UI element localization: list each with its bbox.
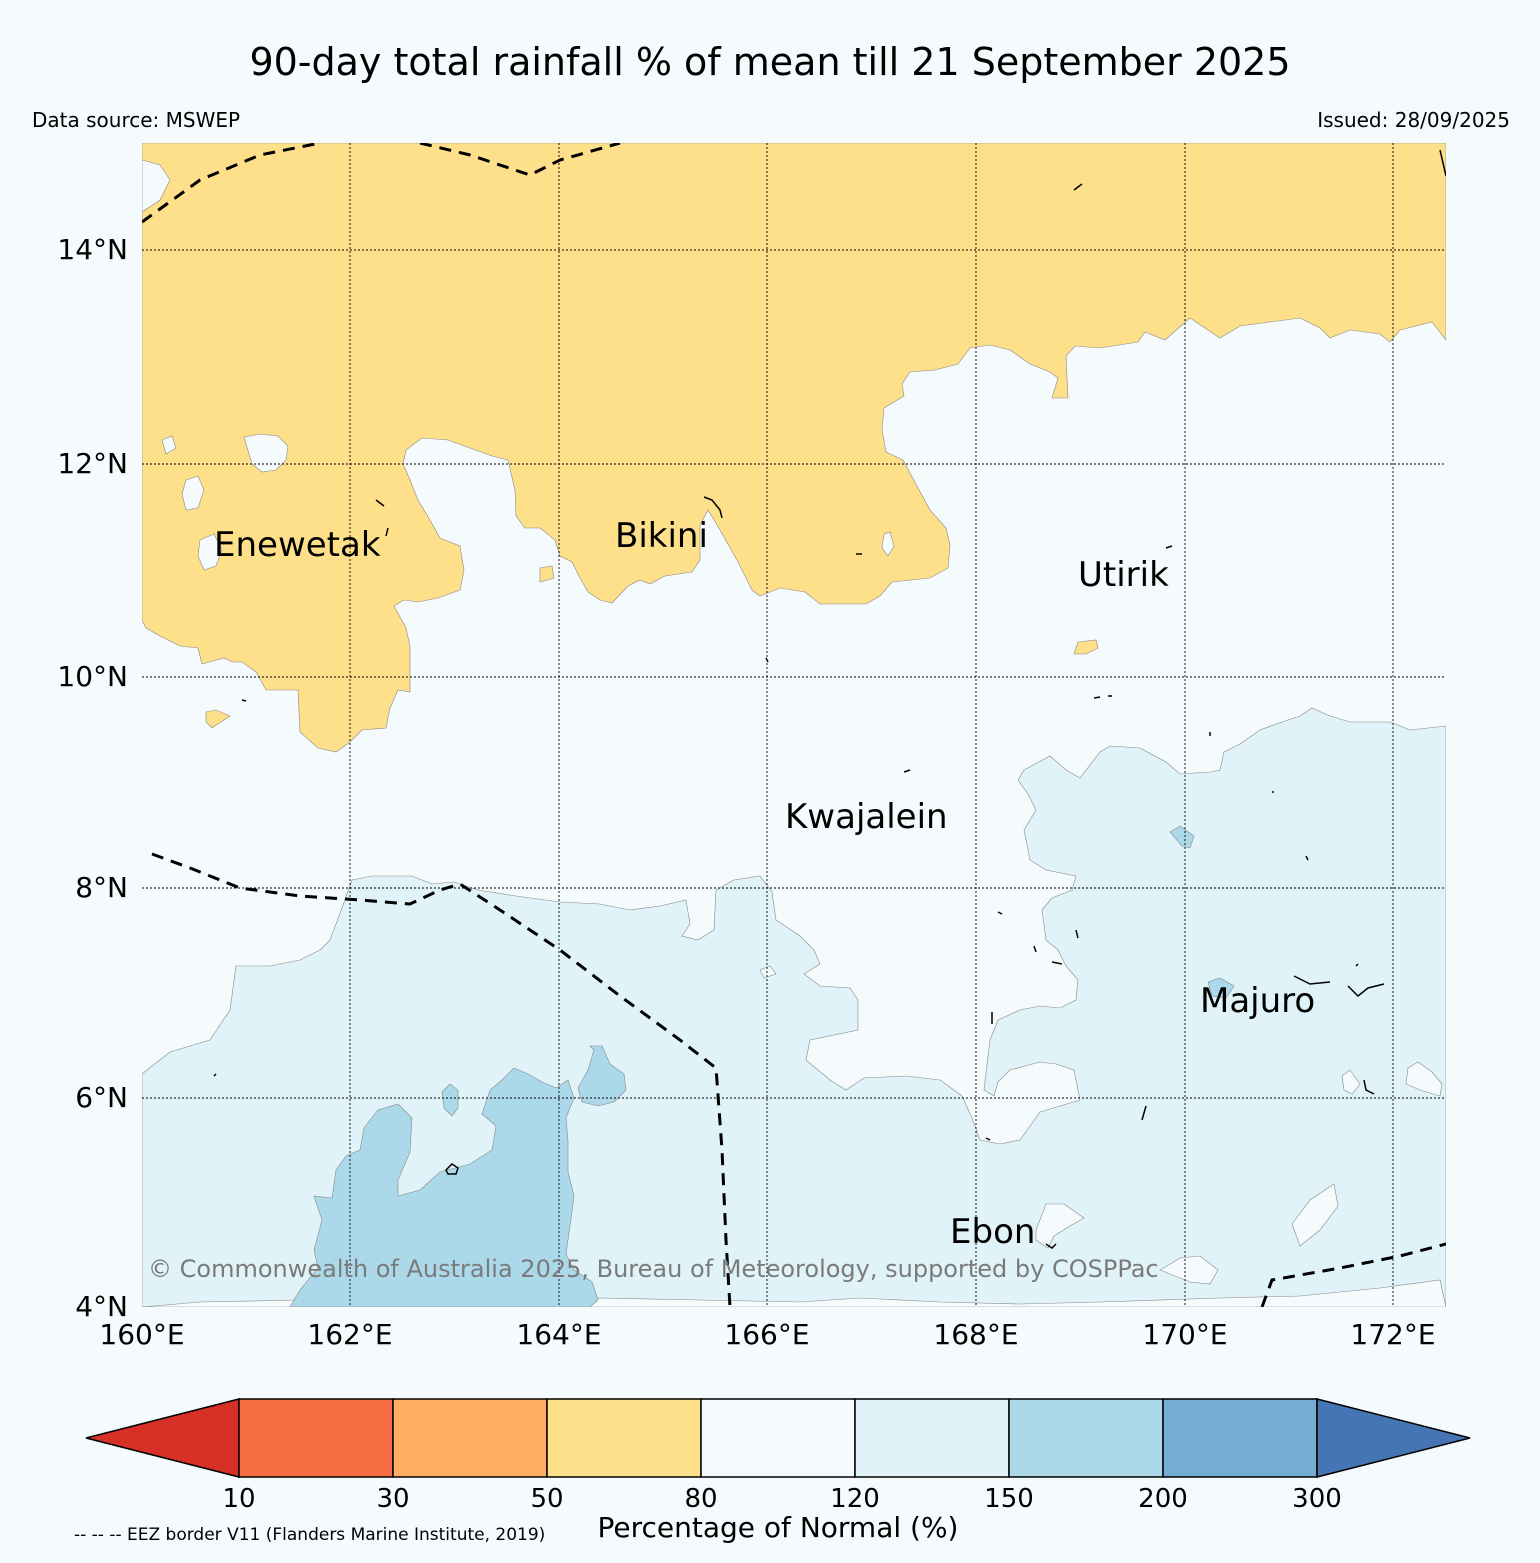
place-label-enewetak: Enewetak <box>214 525 381 565</box>
very-wet-region <box>1207 977 1235 999</box>
colorbar-tick: 10 <box>222 1484 255 1514</box>
very-wet-region <box>289 1067 599 1307</box>
colorbar-tick: 300 <box>1292 1484 1342 1514</box>
lat-label: 4°N <box>75 1290 128 1323</box>
lon-label: 164°E <box>516 1318 601 1351</box>
lat-label: 8°N <box>75 871 128 904</box>
colorbar-segment <box>700 1398 856 1478</box>
map-area: Enewetak Bikini Utirik Kwajalein Majuro … <box>142 143 1446 1307</box>
colorbar-tick: 150 <box>984 1484 1034 1514</box>
place-label-kwajalein: Kwajalein <box>785 797 948 837</box>
normal-patch <box>1405 1061 1443 1097</box>
colorbar-segment <box>85 1398 240 1478</box>
normal-patch <box>1341 1069 1361 1095</box>
map-title: 90-day total rainfall % of mean till 21 … <box>249 40 1291 84</box>
colorbar-segment <box>392 1398 548 1478</box>
colorbar-tick: 80 <box>684 1484 717 1514</box>
colorbar-segment <box>546 1398 702 1478</box>
normal-patch <box>881 531 895 557</box>
place-label-bikini: Bikini <box>615 516 708 556</box>
colorbar-tick: 120 <box>830 1484 880 1514</box>
very-wet-region <box>441 1083 459 1117</box>
dry-region <box>142 143 1446 753</box>
gridlines <box>142 143 1446 1307</box>
colorbar-segment <box>238 1398 394 1478</box>
copyright-notice: © Commonwealth of Australia 2025, Bureau… <box>148 1255 1159 1283</box>
dry-patch <box>1073 639 1099 655</box>
lon-label: 172°E <box>1350 1318 1435 1351</box>
eez-borders <box>142 143 1446 1307</box>
lat-label: 10°N <box>57 660 128 693</box>
normal-patch <box>197 533 223 571</box>
normal-patch <box>1291 1183 1339 1247</box>
colorbar-tick: 200 <box>1138 1484 1188 1514</box>
lon-label: 162°E <box>307 1318 392 1351</box>
wet-region-south <box>142 707 1446 1307</box>
very-wet-region <box>1169 825 1195 849</box>
colorbar-segment <box>1008 1398 1164 1478</box>
normal-patch <box>243 433 289 473</box>
data-source-label: Data source: MSWEP <box>32 108 241 132</box>
place-label-majuro: Majuro <box>1200 981 1315 1021</box>
issued-date-label: Issued: 28/09/2025 <box>1317 108 1510 132</box>
dry-patch <box>539 565 555 583</box>
lat-label: 12°N <box>57 447 128 480</box>
normal-patch <box>1035 1203 1085 1249</box>
colorbar-title: Percentage of Normal (%) <box>598 1511 959 1544</box>
lon-label: 160°E <box>99 1318 184 1351</box>
place-label-ebon: Ebon <box>950 1212 1035 1252</box>
colorbar <box>85 1398 1471 1478</box>
colorbar-tick: 50 <box>530 1484 563 1514</box>
colorbar-tick: 30 <box>376 1484 409 1514</box>
very-wet-region <box>577 1045 627 1107</box>
normal-patch <box>142 159 171 213</box>
lon-label: 168°E <box>933 1318 1018 1351</box>
colorbar-segment <box>1162 1398 1318 1478</box>
colorbar-segment <box>1316 1398 1471 1478</box>
lon-label: 170°E <box>1142 1318 1227 1351</box>
normal-patch <box>161 435 177 455</box>
lat-label: 14°N <box>57 233 128 266</box>
eez-border-note: -- -- -- EEZ border V11 (Flanders Marine… <box>74 1525 545 1545</box>
colorbar-segment <box>854 1398 1010 1478</box>
lat-label: 6°N <box>75 1081 128 1114</box>
place-label-utirik: Utirik <box>1078 555 1169 595</box>
normal-patch <box>1159 1255 1219 1285</box>
lon-label: 166°E <box>724 1318 809 1351</box>
normal-patch <box>181 475 205 511</box>
dry-patch <box>205 709 231 729</box>
island-outlines <box>213 149 1446 1249</box>
colorbar-ticks: 10 30 50 80 120 150 200 300 <box>222 1484 1341 1514</box>
